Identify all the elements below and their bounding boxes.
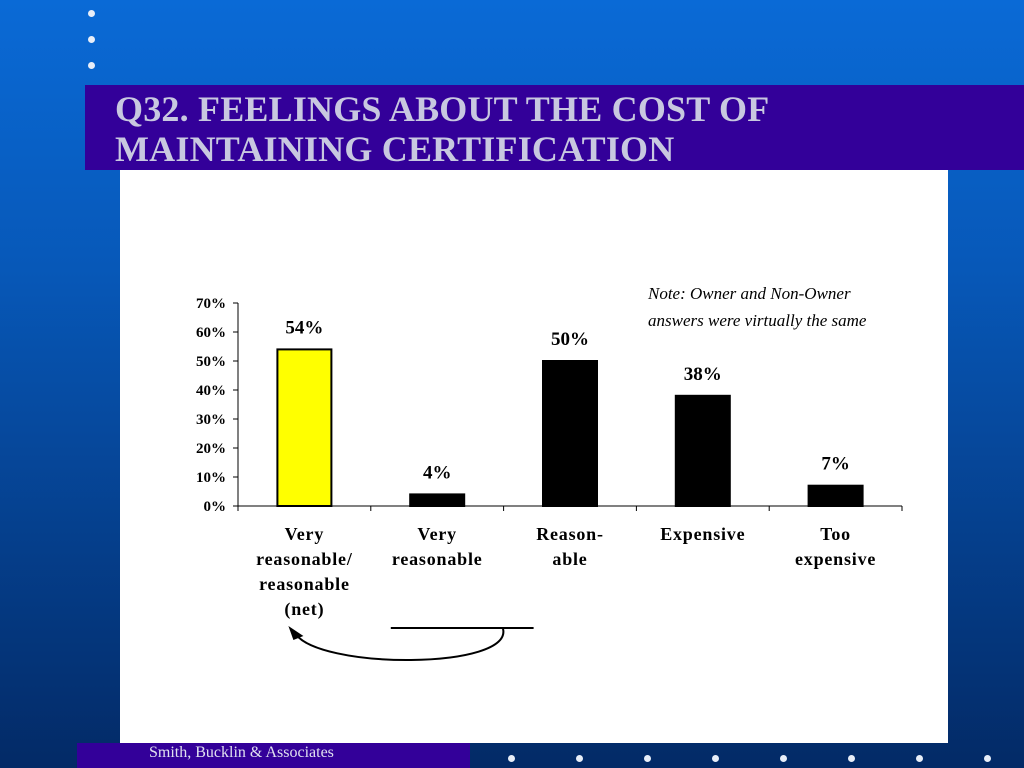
x-category-label: expensive xyxy=(795,549,876,569)
decorative-dots-top xyxy=(88,10,98,88)
dot xyxy=(984,755,991,762)
y-tick-label: 20% xyxy=(196,441,226,457)
y-tick-label: 30% xyxy=(196,412,226,428)
dot xyxy=(88,10,95,17)
data-label: 7% xyxy=(821,454,850,475)
bar xyxy=(276,348,333,507)
data-label: 4% xyxy=(423,462,452,483)
y-tick-label: 10% xyxy=(196,470,226,486)
dot xyxy=(644,755,651,762)
y-tick-label: 60% xyxy=(196,325,226,341)
curved-arrow xyxy=(293,627,504,661)
footer-text: Smith, Bucklin & Associates xyxy=(149,744,334,761)
x-category-label: Reason- xyxy=(536,524,604,544)
x-category-label: Very xyxy=(285,524,325,544)
slide-title-line-2: MAINTAINING CERTIFICATION xyxy=(115,129,675,169)
x-category-label: Expensive xyxy=(660,524,745,544)
x-category-label: reasonable xyxy=(259,574,350,594)
x-category-label: reasonable xyxy=(392,549,483,569)
x-category-label: able xyxy=(552,549,587,569)
dot xyxy=(848,755,855,762)
dot xyxy=(508,755,515,762)
bar xyxy=(674,394,731,507)
chart-note: Note: Owner and Non-Owner answers were v… xyxy=(648,284,867,330)
dot xyxy=(576,755,583,762)
dot xyxy=(88,62,95,69)
dot xyxy=(780,755,787,762)
y-tick-label: 0% xyxy=(204,499,227,515)
data-label: 54% xyxy=(285,317,323,338)
title-band: Q32. FEELINGS ABOUT THE COST OF MAINTAIN… xyxy=(85,85,1024,170)
dot xyxy=(916,755,923,762)
bar xyxy=(807,484,864,508)
x-category-label: Too xyxy=(820,524,851,544)
x-category-label: (net) xyxy=(284,599,324,620)
bar xyxy=(542,360,598,507)
data-label: 50% xyxy=(551,329,589,350)
data-label: 38% xyxy=(684,364,722,385)
y-tick-label: 50% xyxy=(196,354,226,370)
arrow-head-icon xyxy=(288,626,304,640)
dot xyxy=(88,36,95,43)
slide-title-line-1: Q32. FEELINGS ABOUT THE COST OF xyxy=(115,89,770,129)
slide-title: Q32. FEELINGS ABOUT THE COST OF MAINTAIN… xyxy=(115,89,769,169)
x-category-label: Very xyxy=(417,524,457,544)
x-category-label: reasonable/ xyxy=(256,549,353,569)
chart-panel xyxy=(120,170,948,743)
dot xyxy=(712,755,719,762)
bar xyxy=(409,493,466,507)
y-tick-label: 40% xyxy=(196,383,226,399)
y-tick-label: 70% xyxy=(196,296,226,312)
footer-band: Smith, Bucklin & Associates xyxy=(77,743,470,768)
